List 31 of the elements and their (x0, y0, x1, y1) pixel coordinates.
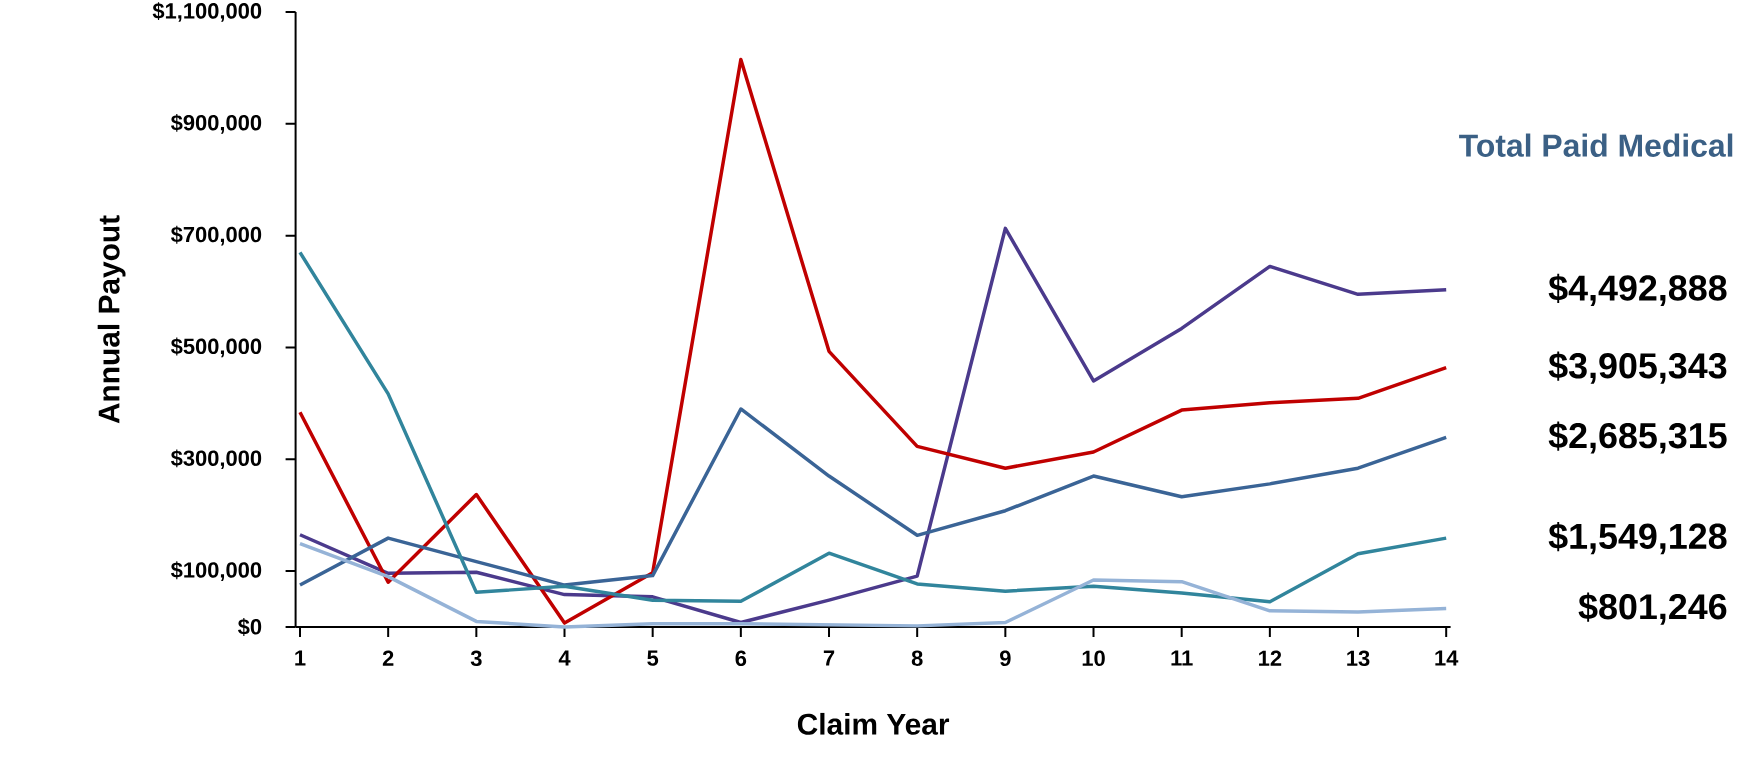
x-tick-label: 6 (735, 650, 747, 667)
x-tick-label: 14 (1435, 650, 1459, 666)
x-tick-label: 1 (295, 650, 306, 666)
y-tick-label: $100,000 (170, 561, 262, 581)
x-tick-label: 5 (647, 650, 659, 666)
line-series (298, 407, 1448, 587)
x-axis-title: Claim Year (797, 712, 950, 735)
line-series (298, 57, 1448, 625)
x-tick-label: 9 (1000, 650, 1011, 667)
y-tick-label: $300,000 (170, 449, 262, 470)
y-axis-title: Annual Payout (97, 215, 126, 424)
x-tick-label: 2 (382, 650, 394, 666)
x-tick-label: 11 (1171, 650, 1193, 666)
y-tick-label: $700,000 (170, 225, 262, 246)
x-tick-label: 13 (1347, 650, 1370, 667)
x-tick-label: 7 (823, 650, 835, 666)
text: $4,492,888 (1548, 273, 1727, 306)
text: $801,246 (1578, 592, 1727, 625)
x-tick-label: 12 (1259, 650, 1282, 666)
y-tick-label: $1,100,000 (152, 2, 262, 22)
legend-title: Total Paid Medical (1459, 133, 1733, 157)
text: $3,905,343 (1548, 351, 1727, 384)
x-tick-label: 10 (1082, 650, 1105, 667)
x-tick-label: 3 (470, 650, 482, 667)
text: $1,549,128 (1548, 522, 1727, 555)
y-tick-label: $500,000 (170, 337, 262, 358)
y-tick-label: $0 (237, 618, 262, 636)
x-tick-label: 4 (558, 650, 571, 666)
text: $2,685,315 (1548, 421, 1727, 454)
x-tick-label: 8 (911, 650, 923, 667)
y-tick-label: $900,000 (170, 113, 262, 134)
